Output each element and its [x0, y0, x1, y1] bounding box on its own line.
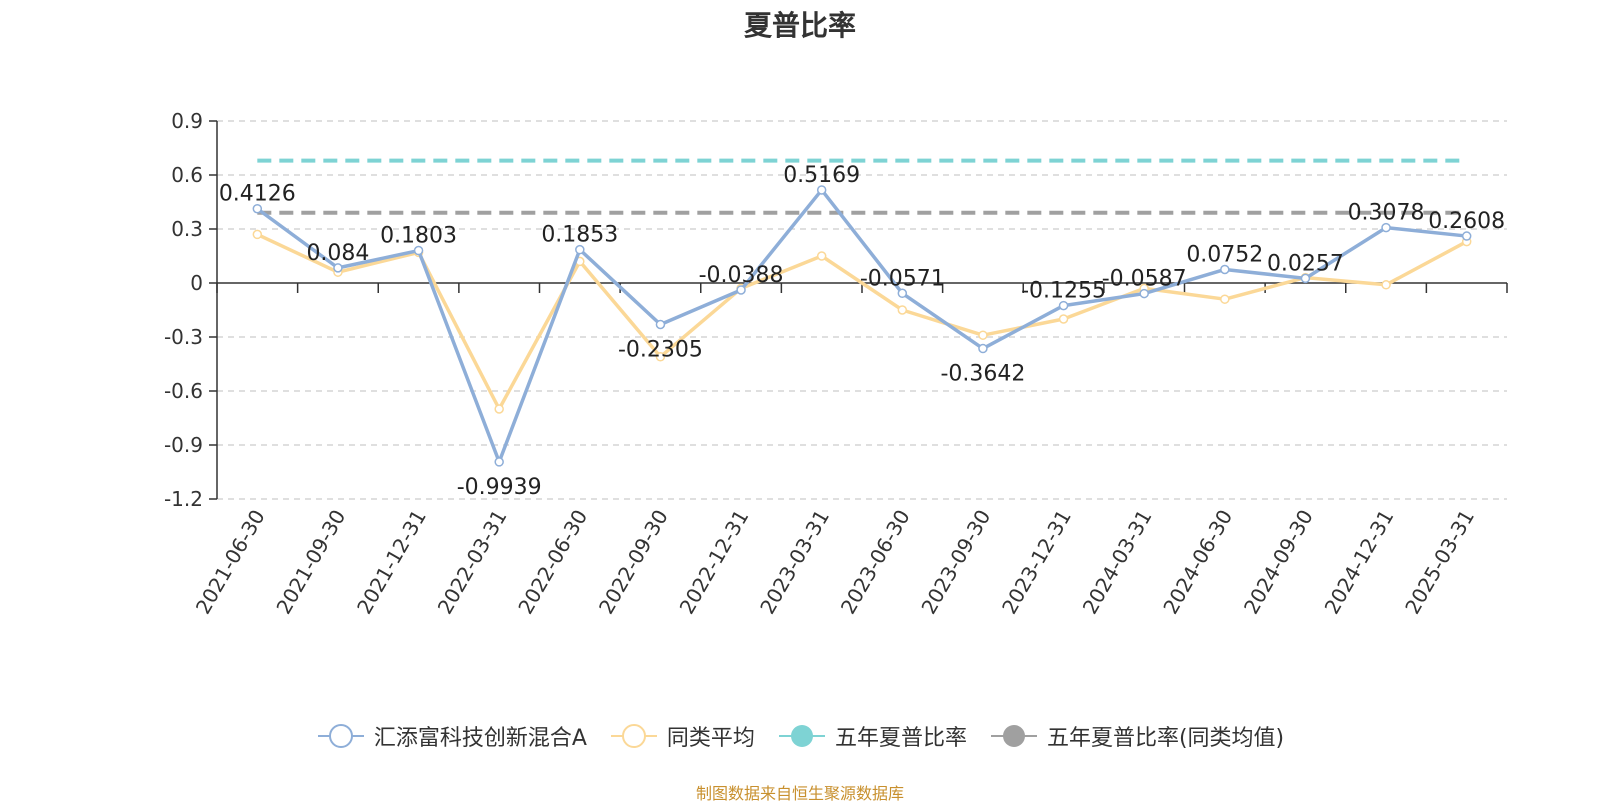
legend-label-five-year-peer: 五年夏普比率(同类均值)	[1046, 726, 1285, 751]
data-label: 0.1853	[541, 223, 618, 248]
fund-point	[494, 457, 504, 467]
peer-average-point	[897, 305, 908, 315]
data-label: -0.3642	[940, 362, 1025, 387]
data-label: -0.0571	[860, 266, 945, 291]
legend-item-five-year-peer[interactable]: 五年夏普比率(同类均值)	[989, 720, 1284, 752]
peer-average-point	[1220, 294, 1230, 304]
fund-point	[978, 343, 988, 354]
legend-label-five-year: 五年夏普比率	[834, 726, 967, 751]
x-tick-label: 2023-06-30	[836, 506, 915, 619]
x-tick-label: 2022-12-31	[674, 506, 753, 619]
x-tick-label: 2024-06-30	[1158, 506, 1237, 619]
x-tick-label: 2023-09-30	[916, 506, 995, 619]
data-label: -0.0388	[699, 263, 784, 288]
fund-point	[413, 245, 424, 256]
x-tick-label: 2024-03-31	[1078, 506, 1157, 619]
legend-item-peer-average[interactable]: 同类平均	[609, 720, 755, 752]
y-tick-label: -0.9	[164, 433, 203, 457]
data-label: 0.084	[306, 241, 369, 266]
peer-average-point	[816, 251, 827, 261]
y-tick-label: -0.3	[164, 325, 203, 349]
data-label: -0.2305	[618, 337, 703, 362]
x-tick-label: 2022-06-30	[513, 506, 592, 619]
x-tick-label: 2024-09-30	[1239, 506, 1318, 619]
peer-average-point	[1058, 314, 1069, 324]
fund-point	[252, 203, 263, 214]
fund-point	[736, 285, 746, 295]
source-footer: 制图数据来自恒生聚源数据库	[695, 784, 904, 803]
peer-average-point	[978, 330, 988, 340]
x-tick-label: 2022-03-31	[433, 506, 512, 619]
data-label: -0.0587	[1102, 267, 1187, 292]
reference-lines	[257, 158, 1467, 215]
x-tick-label: 2022-09-30	[594, 506, 673, 619]
grid-lines	[217, 120, 1507, 500]
data-label: 0.3078	[1348, 201, 1425, 226]
peer-average-point	[494, 404, 504, 414]
legend-label-peer-average: 同类平均	[666, 726, 755, 751]
fund-point	[1300, 273, 1311, 284]
chart-title: 夏普比率	[743, 9, 856, 42]
fund-point	[655, 319, 666, 330]
y-tick-label: 0.6	[171, 163, 203, 187]
data-label: 0.0752	[1186, 242, 1263, 267]
fund-point	[1381, 222, 1391, 233]
legend-item-fund[interactable]: 汇添富科技创新混合A	[316, 720, 587, 752]
data-label: 0.0257	[1267, 251, 1344, 276]
x-tick-label: 2021-12-31	[352, 506, 431, 619]
series-lines	[252, 185, 1472, 467]
legend-label-fund: 汇添富科技创新混合A	[373, 726, 587, 751]
peer-average-line	[256, 232, 1468, 411]
fund-point	[333, 263, 343, 273]
y-tick-label: 0.3	[171, 217, 203, 241]
legend-marker-five-year-peer	[990, 725, 1037, 747]
legend-marker-fund	[317, 724, 364, 748]
fund-line	[256, 188, 1467, 464]
data-label: 0.2608	[1428, 209, 1505, 234]
y-tick-label: -0.6	[164, 379, 203, 403]
y-tick-label: 0.9	[171, 109, 203, 133]
legend: 汇添富科技创新混合A 同类平均 五年夏普比率 五年夏普比率(同类均值)	[0, 720, 1600, 752]
y-tick-label: -1.2	[164, 487, 203, 511]
legend-item-five-year[interactable]: 五年夏普比率	[777, 720, 967, 752]
data-label: 0.5169	[783, 163, 860, 188]
data-label: -0.1255	[1021, 279, 1106, 304]
legend-marker-five-year	[778, 725, 825, 747]
data-label: 0.1803	[380, 224, 457, 249]
x-tick-label: 2024-12-31	[1319, 506, 1398, 619]
data-label: -0.9939	[457, 475, 542, 500]
peer-average-point	[1381, 280, 1391, 290]
x-tick-label: 2025-03-31	[1400, 506, 1479, 619]
fund-point	[816, 185, 827, 195]
x-tick-label: 2021-09-30	[271, 506, 350, 619]
x-tick-label: 2023-03-31	[755, 506, 834, 619]
fund-point	[1058, 300, 1069, 311]
peer-average-point	[655, 352, 666, 362]
fund-point	[1461, 231, 1472, 241]
data-labels: 0.4126 0.084 0.1803 -0.9939 0.1853 -0.2305 -0.…	[219, 163, 1505, 500]
x-tick-label: 2021-06-30	[191, 506, 270, 619]
x-tick-label: 2023-12-31	[997, 506, 1076, 619]
peer-average-point	[252, 229, 263, 240]
fund-point	[897, 288, 908, 299]
fund-point	[575, 244, 585, 255]
fund-point	[1220, 264, 1230, 275]
legend-marker-peer-average	[610, 724, 657, 748]
fund-point	[1139, 288, 1149, 299]
data-label: 0.4126	[219, 182, 296, 207]
y-tick-label: 0	[190, 271, 203, 295]
